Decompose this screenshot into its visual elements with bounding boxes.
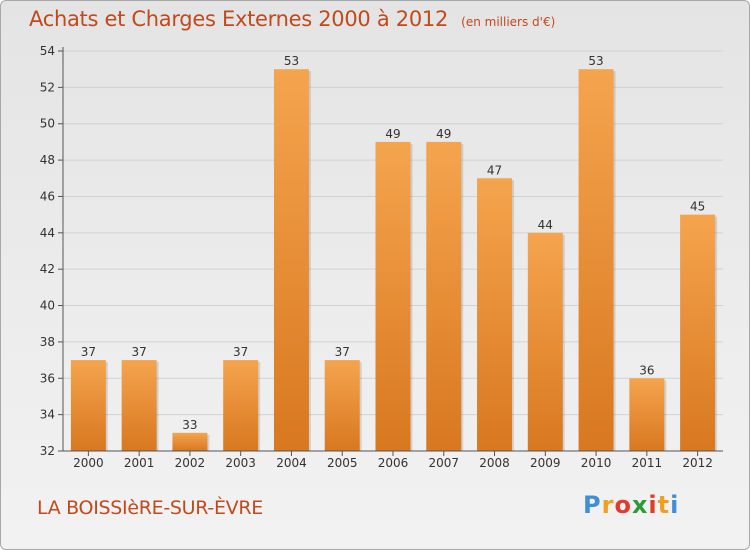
x-tick-label: 2007 [428, 456, 459, 470]
x-tick-label: 2003 [225, 456, 256, 470]
bar [629, 378, 665, 451]
data-label: 37 [335, 345, 350, 359]
logo-letter: r [601, 491, 615, 519]
y-tick-label: 54 [40, 44, 55, 58]
y-tick-label: 32 [40, 444, 55, 458]
bar [375, 141, 411, 451]
x-tick-label: 2004 [276, 456, 307, 470]
bar [578, 69, 614, 451]
bar [426, 141, 462, 451]
proxiti-logo: Proxiti [583, 491, 679, 519]
x-tick-label: 2010 [581, 456, 612, 470]
y-tick-label: 42 [40, 262, 55, 276]
x-tick-label: 2000 [73, 456, 104, 470]
bar [273, 69, 309, 451]
logo-letter: x [631, 491, 649, 519]
bar [172, 432, 208, 451]
logo-letter: P [583, 491, 602, 519]
data-label: 47 [487, 163, 502, 177]
x-tick-label: 2011 [632, 456, 663, 470]
data-label: 45 [690, 200, 705, 214]
y-tick-label: 46 [40, 189, 55, 203]
data-label: 37 [233, 345, 248, 359]
data-label: 49 [436, 127, 451, 141]
x-tick-label: 2005 [327, 456, 358, 470]
x-tick-label: 2001 [124, 456, 155, 470]
data-label: 37 [132, 345, 147, 359]
x-tick-label: 2012 [682, 456, 713, 470]
y-tick-label: 36 [40, 371, 55, 385]
chart-title: Achats et Charges Externes 2000 à 2012 [29, 7, 449, 31]
y-tick-label: 34 [40, 408, 55, 422]
y-tick-label: 52 [40, 80, 55, 94]
x-tick-label: 2006 [378, 456, 409, 470]
y-tick-label: 48 [40, 153, 55, 167]
y-tick-label: 38 [40, 335, 55, 349]
commune-name: LA BOISSIèRE-SUR-ÈVRE [37, 497, 263, 519]
bar [70, 360, 106, 451]
data-label: 44 [538, 218, 553, 232]
bar [477, 178, 513, 452]
x-tick-label: 2009 [530, 456, 561, 470]
data-label: 36 [639, 363, 654, 377]
y-tick-label: 40 [40, 299, 55, 313]
y-tick-label: 44 [40, 226, 55, 240]
bar [324, 360, 360, 451]
data-label: 33 [182, 418, 197, 432]
logo-letter: i [670, 491, 680, 519]
bar [680, 214, 716, 451]
data-label: 53 [284, 54, 299, 68]
data-label: 49 [385, 127, 400, 141]
x-tick-label: 2002 [175, 456, 206, 470]
x-tick-label: 2008 [479, 456, 510, 470]
logo-letter: i [648, 491, 658, 519]
data-label: 37 [81, 345, 96, 359]
bar [223, 360, 259, 451]
chart-title-block: Achats et Charges Externes 2000 à 2012 (… [29, 7, 555, 31]
logo-letter: t [657, 491, 671, 519]
y-tick-label: 50 [40, 117, 55, 131]
chart-unit: (en milliers d'€) [461, 15, 556, 29]
logo-letter: o [614, 491, 632, 519]
bar [121, 360, 157, 451]
bar [527, 232, 563, 451]
data-label: 53 [588, 54, 603, 68]
